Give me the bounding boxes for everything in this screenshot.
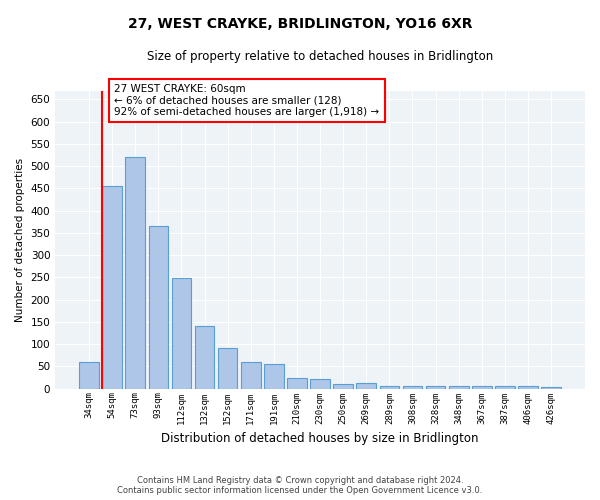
Bar [541, 387, 561, 388]
Bar [426, 386, 445, 388]
Text: Contains HM Land Registry data © Crown copyright and database right 2024.
Contai: Contains HM Land Registry data © Crown c… [118, 476, 482, 495]
Bar [518, 386, 538, 388]
Bar [334, 384, 353, 388]
Bar [79, 362, 99, 388]
Bar [172, 278, 191, 388]
Bar [103, 186, 122, 388]
Bar [264, 364, 284, 388]
Bar [449, 386, 469, 388]
Y-axis label: Number of detached properties: Number of detached properties [15, 158, 25, 322]
Bar [380, 386, 399, 388]
Title: Size of property relative to detached houses in Bridlington: Size of property relative to detached ho… [147, 50, 493, 63]
X-axis label: Distribution of detached houses by size in Bridlington: Distribution of detached houses by size … [161, 432, 479, 445]
Bar [472, 386, 491, 388]
Bar [356, 384, 376, 388]
Bar [287, 378, 307, 388]
Text: 27, WEST CRAYKE, BRIDLINGTON, YO16 6XR: 27, WEST CRAYKE, BRIDLINGTON, YO16 6XR [128, 18, 472, 32]
Bar [218, 348, 238, 389]
Bar [149, 226, 168, 388]
Text: 27 WEST CRAYKE: 60sqm
← 6% of detached houses are smaller (128)
92% of semi-deta: 27 WEST CRAYKE: 60sqm ← 6% of detached h… [115, 84, 380, 117]
Bar [310, 379, 330, 388]
Bar [125, 158, 145, 388]
Bar [241, 362, 260, 388]
Bar [195, 326, 214, 388]
Bar [403, 386, 422, 388]
Bar [495, 386, 515, 388]
